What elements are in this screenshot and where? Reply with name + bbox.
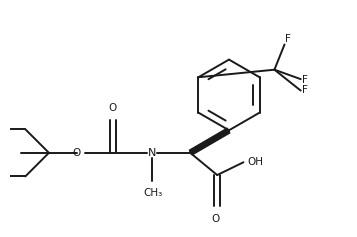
Text: F: F [285,34,291,44]
Text: O: O [109,103,117,113]
Text: F: F [302,75,308,85]
Text: O: O [211,214,220,224]
Text: F: F [302,85,308,95]
Text: O: O [72,148,81,158]
Text: CH₃: CH₃ [144,187,163,197]
Text: OH: OH [247,157,263,167]
Text: N: N [147,148,156,158]
